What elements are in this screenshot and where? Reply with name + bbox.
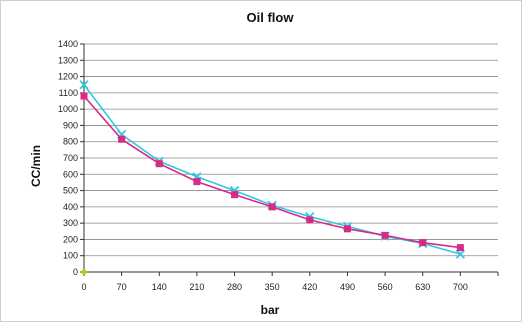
series-2-point: [381, 231, 389, 239]
x-marker-stroke: [79, 80, 89, 90]
y-axis-label: CC/min: [29, 145, 43, 187]
series-1-point: [455, 249, 466, 259]
y-tick-label: 600: [63, 169, 78, 179]
x-tick-label: 70: [117, 282, 127, 292]
y-tick-label: 100: [63, 251, 78, 261]
x-tick-label: 700: [453, 282, 468, 292]
series-2-point: [231, 191, 239, 199]
y-tick-label: 1100: [59, 88, 78, 98]
x-tick-label: 350: [265, 282, 280, 292]
y-tick-label: 800: [63, 137, 78, 147]
y-tick-label: 300: [63, 218, 78, 228]
y-tick-label: 1400: [58, 39, 78, 49]
x-tick-label: 280: [227, 282, 242, 292]
x-axis-label: bar: [261, 303, 280, 317]
series-2-point: [306, 216, 314, 224]
series-2-point: [343, 225, 351, 233]
y-tick-label: 900: [63, 120, 78, 130]
y-tick-label: 200: [63, 234, 78, 244]
ticks-layer: 0100200300400500600700800900100011001200…: [58, 39, 499, 292]
chart-title: Oil flow: [247, 10, 295, 25]
origin-marker: [81, 269, 87, 275]
y-tick-label: 1000: [58, 104, 78, 114]
x-marker-stroke: [455, 249, 466, 259]
y-tick-label: 500: [63, 186, 78, 196]
y-tick-label: 700: [63, 153, 78, 163]
series-layer: [79, 80, 466, 275]
series-2-point: [456, 244, 464, 252]
series-2-point: [80, 92, 88, 100]
series-2-point: [118, 135, 126, 143]
series-1-point: [79, 80, 89, 90]
y-tick-label: 1200: [58, 72, 78, 82]
y-tick-label: 0: [73, 267, 78, 277]
series-2-point: [155, 160, 163, 168]
y-tick-label: 400: [63, 202, 78, 212]
x-tick-label: 420: [302, 282, 317, 292]
x-tick-label: 210: [189, 282, 204, 292]
series-2-point: [419, 239, 427, 247]
grid-layer: [84, 43, 498, 257]
x-tick-label: 560: [378, 282, 393, 292]
x-tick-label: 140: [152, 282, 167, 292]
series-2-point: [268, 203, 276, 211]
x-tick-label: 0: [81, 282, 86, 292]
y-tick-label: 1300: [58, 55, 78, 65]
x-tick-label: 630: [415, 282, 430, 292]
series-2-point: [193, 178, 201, 186]
x-tick-label: 490: [340, 282, 355, 292]
